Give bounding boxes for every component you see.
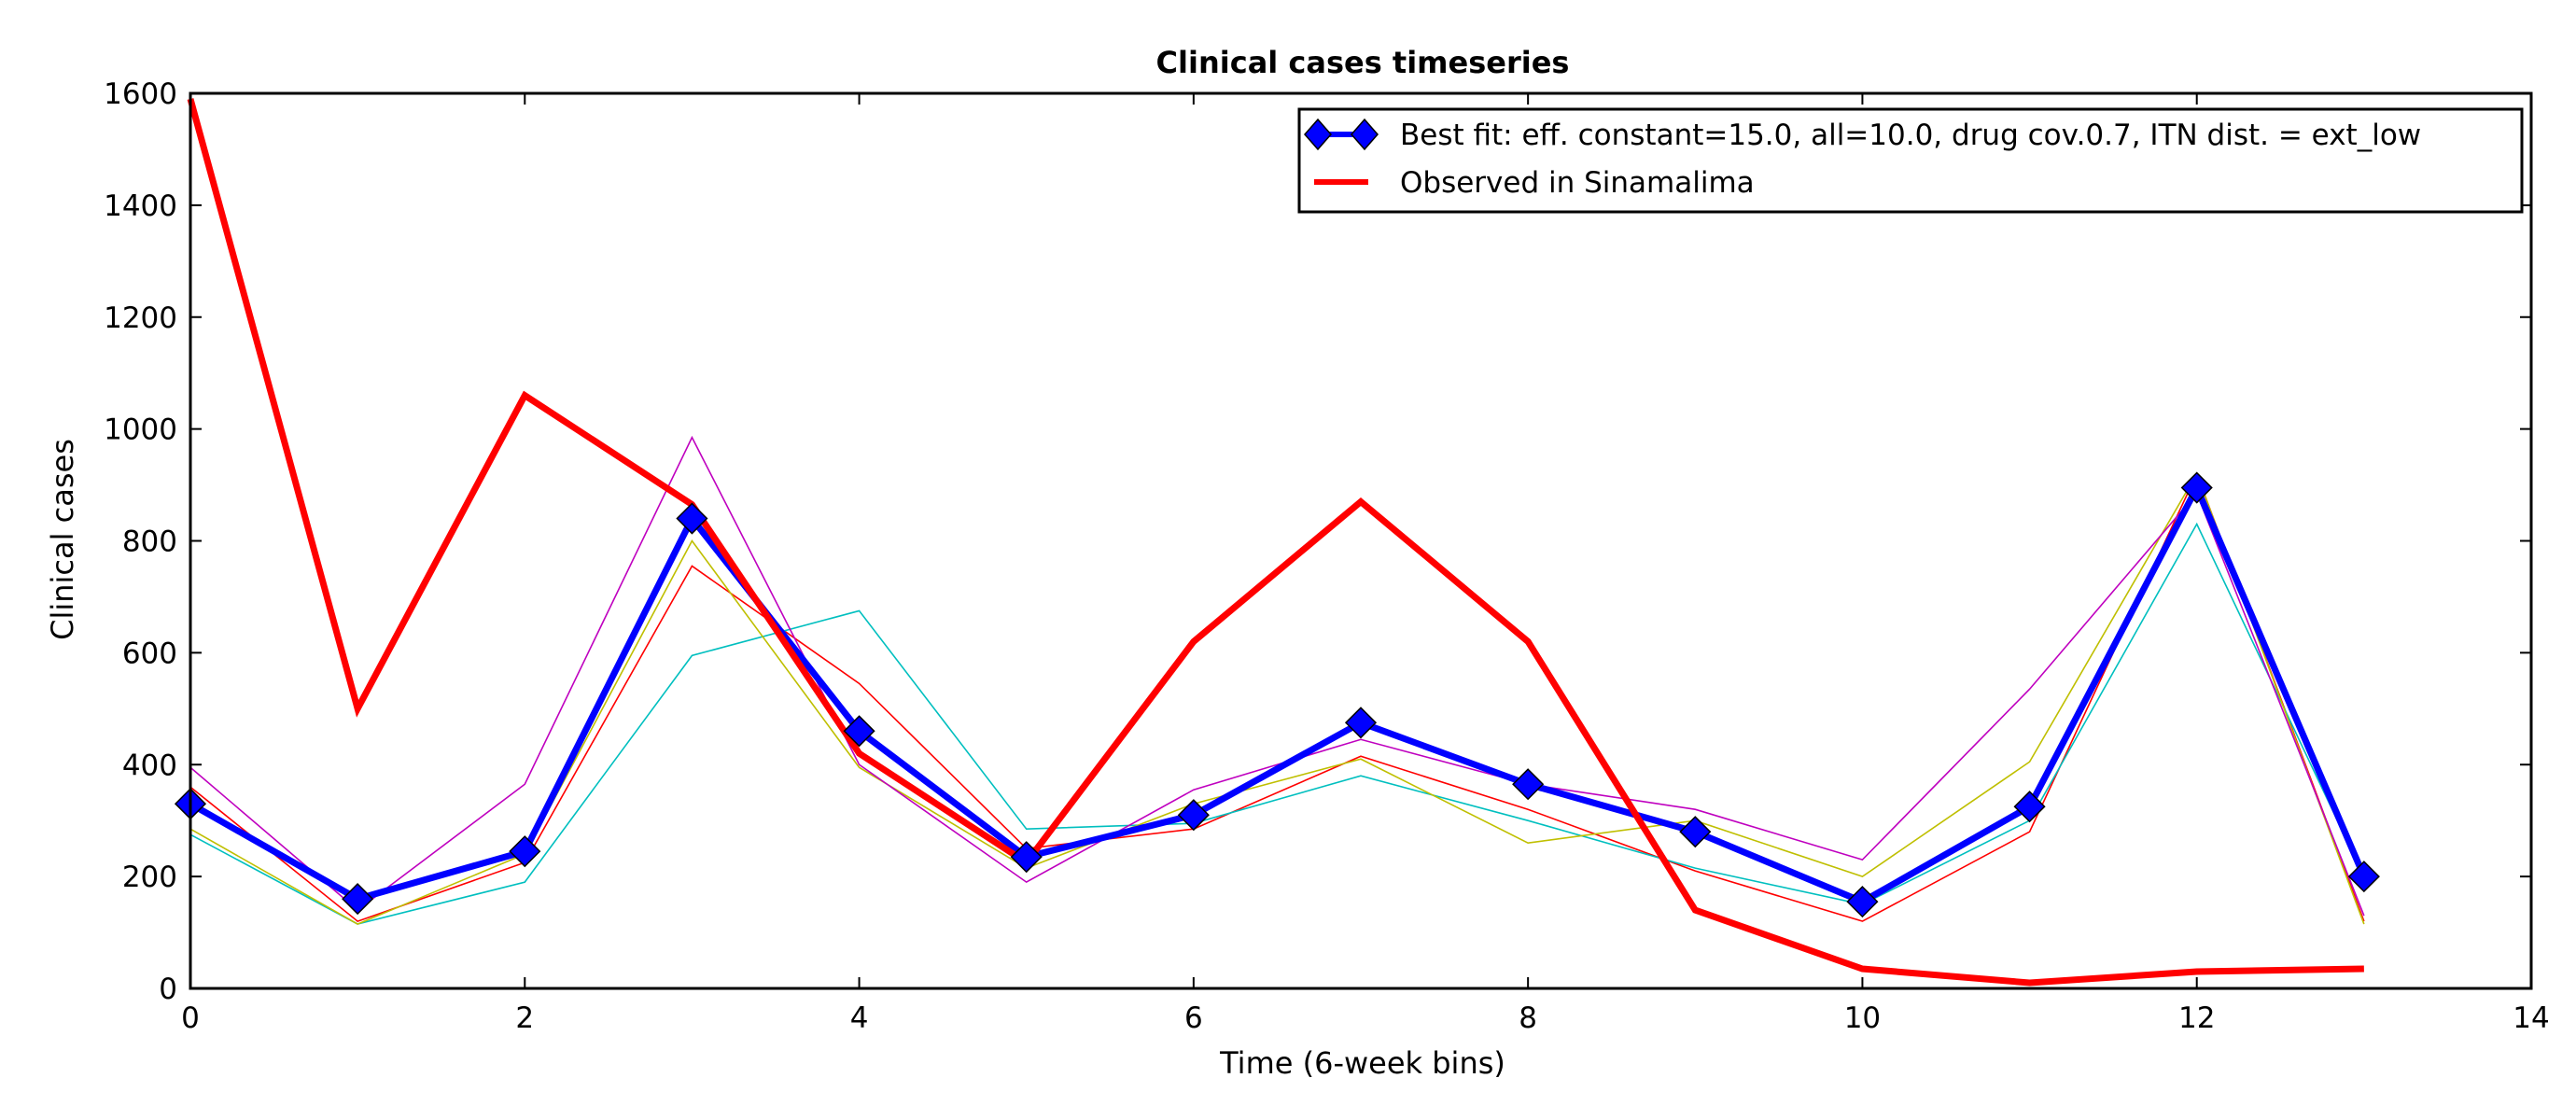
x-tick-label: 10 [1844, 1001, 1881, 1035]
legend-box [1297, 107, 2524, 214]
best-fit-point [342, 883, 374, 916]
x-tick-label: 6 [1184, 1001, 1203, 1035]
y-tick-label: 1600 [104, 77, 177, 111]
legend: Best fit: eff. constant=15.0, all=10.0, … [1297, 107, 2524, 214]
best-fit-point [509, 835, 541, 868]
y-tick-label: 200 [122, 861, 177, 894]
main-series-group [174, 98, 2380, 987]
y-axis-label: Clinical cases [45, 439, 80, 640]
best-fit-point [2180, 471, 2213, 504]
x-tick-label: 0 [181, 1001, 200, 1035]
y-tick-label: 1400 [104, 189, 177, 223]
y-tick-label: 1200 [104, 301, 177, 335]
best-fit-point [1846, 886, 1879, 918]
legend-entry-best-fit: Best fit: eff. constant=15.0, all=10.0, … [1304, 118, 2421, 152]
background-series-line-2 [189, 522, 2365, 925]
y-tick-label: 1000 [104, 413, 177, 447]
chart-title: Clinical cases timeseries [1156, 45, 1570, 80]
x-tick-label: 12 [2178, 1001, 2215, 1035]
axes: 0 2 4 6 8 10 12 14 0 200 400 600 800 1000 1200 1400 1600 [104, 77, 2550, 1035]
legend-marker-diamond [1304, 118, 1332, 151]
best-fit-point [676, 502, 708, 535]
background-series-line-1 [189, 471, 2365, 922]
best-fit-point [843, 715, 875, 748]
y-tick-label: 0 [159, 973, 177, 1006]
legend-label-best-fit: Best fit: eff. constant=15.0, all=10.0, … [1400, 119, 2421, 152]
x-tick-label: 2 [515, 1001, 534, 1035]
y-tick-label: 400 [122, 749, 177, 782]
plot-frame [189, 91, 2533, 990]
best-fit-line [189, 484, 2368, 905]
legend-entry-observed: Observed in Sinamalima [1314, 166, 1755, 200]
background-series-line-4 [189, 435, 2365, 917]
observed-line [187, 98, 2364, 987]
best-fit-point [1344, 707, 1378, 739]
best-fit-point [1010, 841, 1043, 874]
x-tick-label: 8 [1519, 1001, 1537, 1035]
best-fit-point [2013, 791, 2046, 823]
legend-label-observed: Observed in Sinamalima [1400, 166, 1755, 200]
x-tick-label: 4 [850, 1001, 869, 1035]
x-axis-label: Time (6-week bins) [1219, 1045, 1505, 1081]
best-fit-point [1679, 816, 1712, 848]
best-fit-point [1512, 768, 1545, 801]
y-tick-label: 600 [122, 637, 177, 670]
best-fit-point [1177, 799, 1210, 832]
best-fit-point [2347, 861, 2380, 893]
legend-marker-diamond [1351, 118, 1379, 151]
y-tick-label: 800 [122, 525, 177, 559]
x-tick-label: 14 [2513, 1001, 2549, 1035]
